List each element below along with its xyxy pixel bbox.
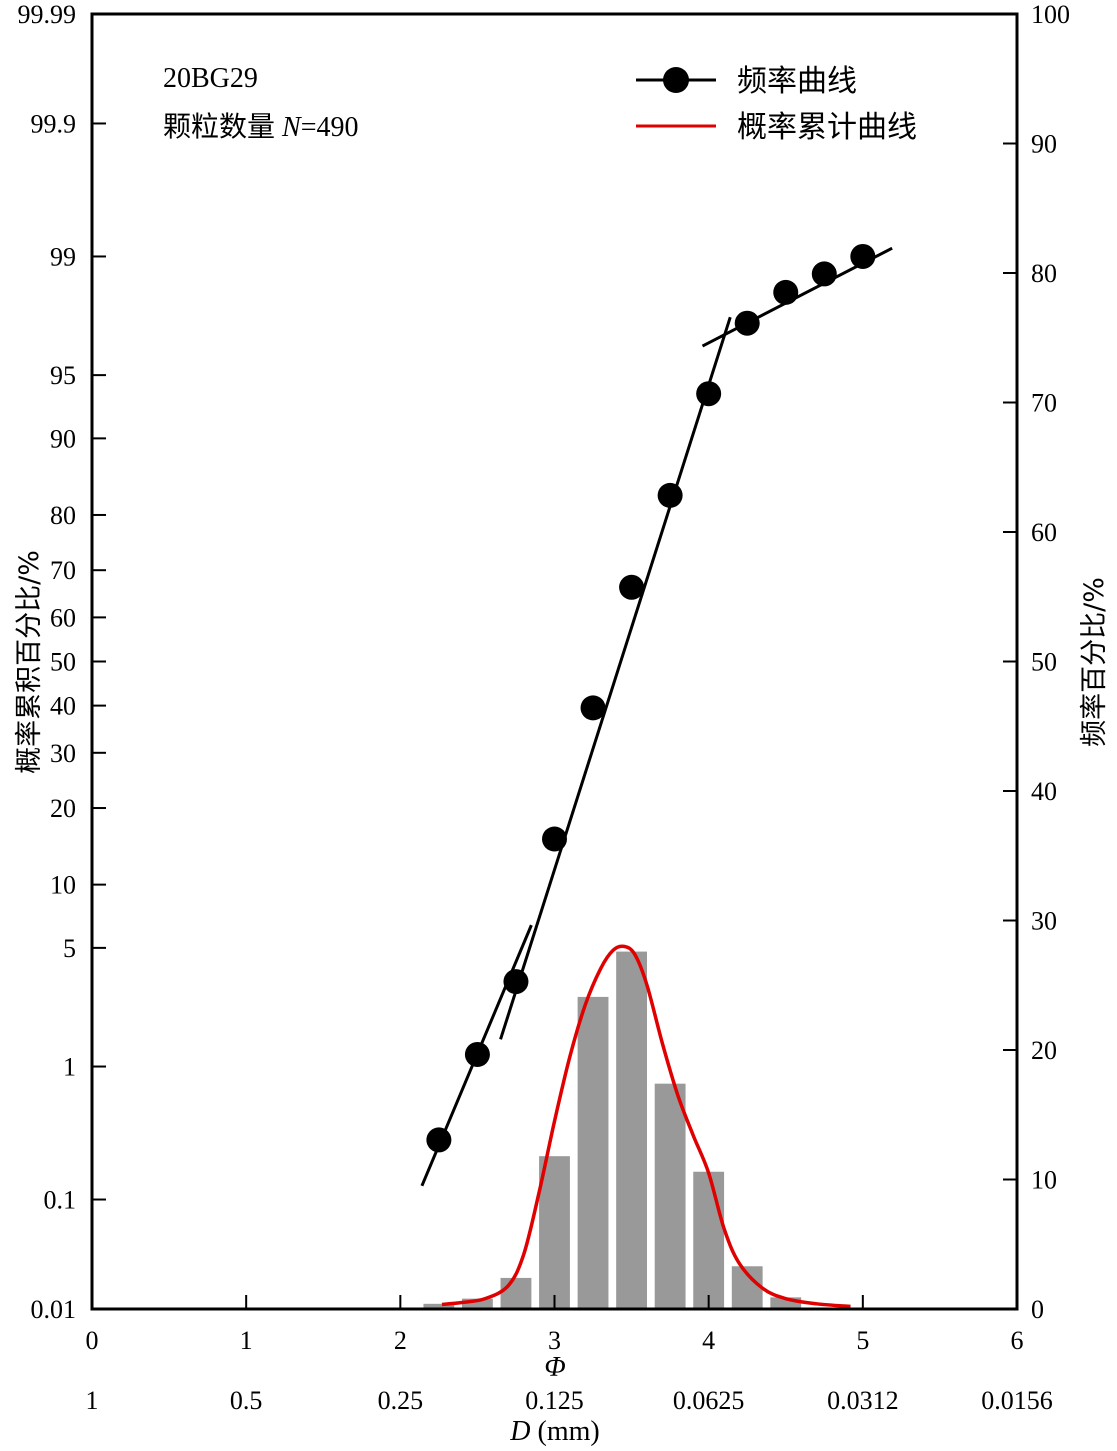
frequency-bar xyxy=(423,1303,455,1309)
x-tick-label: 3 xyxy=(548,1326,561,1355)
legend-frequency-label: 频率曲线 xyxy=(737,64,857,99)
x-tick-label: 5 xyxy=(856,1326,869,1355)
cumulative-point xyxy=(426,1127,452,1153)
left-y-tick-label: 95 xyxy=(50,361,76,390)
left-y-tick-label: 0.1 xyxy=(44,1186,77,1215)
x2-tick-label: 0.125 xyxy=(525,1386,584,1415)
cumulative-point xyxy=(503,969,529,995)
left-y-tick-label: 40 xyxy=(50,692,76,721)
frequency-bar xyxy=(577,996,609,1309)
right-y-tick-label: 100 xyxy=(1031,0,1070,29)
cumulative-point xyxy=(464,1041,490,1067)
right-y-tick-label: 30 xyxy=(1031,907,1057,936)
legend-frequency-marker xyxy=(663,67,689,93)
x-axis-title: Φ xyxy=(544,1352,565,1383)
right-y-tick-label: 90 xyxy=(1031,130,1057,159)
x-tick-label: 0 xyxy=(86,1326,99,1355)
x-tick-label: 2 xyxy=(394,1326,407,1355)
left-y-tick-label: 80 xyxy=(50,501,76,530)
frequency-bar xyxy=(693,1171,725,1309)
frequency-bar xyxy=(654,1083,686,1309)
particle-count-value: =490 xyxy=(301,112,359,143)
left-y-tick-label: 99.9 xyxy=(31,109,77,138)
cumulative-point xyxy=(657,482,683,508)
fit-line-segment xyxy=(499,316,732,1040)
legend-cumulative-label: 概率累计曲线 xyxy=(737,110,917,145)
axes: 0 1 1 0.5 2 0.25 3 0.125 4 0.0625 5 0.0312 6 0.0156 0.… xyxy=(18,0,1071,1415)
secondary-x-axis-var: D xyxy=(509,1416,530,1447)
secondary-x-axis-unit: (mm) xyxy=(531,1416,600,1447)
x2-tick-label: 0.0625 xyxy=(673,1386,745,1415)
particle-count-var: N xyxy=(281,112,302,143)
x-tick-label: 1 xyxy=(240,1326,253,1355)
cumulative-point xyxy=(580,695,606,721)
fit-lines xyxy=(420,246,893,1187)
right-y-tick-label: 70 xyxy=(1031,389,1057,418)
x2-tick-label: 1 xyxy=(86,1386,99,1415)
cumulative-point xyxy=(850,243,876,269)
x2-tick-label: 0.25 xyxy=(378,1386,424,1415)
left-y-tick-label: 0.01 xyxy=(31,1295,77,1324)
left-y-tick-label: 70 xyxy=(50,556,76,585)
frequency-bar xyxy=(616,951,647,1309)
right-y-tick-label: 50 xyxy=(1031,648,1057,677)
legend: 频率曲线 概率累计曲线 xyxy=(636,64,917,145)
left-y-tick-label: 5 xyxy=(63,934,76,963)
sample-id-label: 20BG29 xyxy=(163,63,258,94)
x2-tick-label: 0.0156 xyxy=(981,1386,1053,1415)
cumulative-point xyxy=(811,261,837,287)
cumulative-point xyxy=(619,574,645,600)
left-y-tick-label: 10 xyxy=(50,871,76,900)
left-y-tick-label: 99.99 xyxy=(18,0,77,29)
right-y-tick-label: 40 xyxy=(1031,777,1057,806)
frequency-curve xyxy=(441,944,851,1309)
particle-count-prefix: 颗粒数量 xyxy=(163,111,282,143)
right-y-axis-title: 频率百分比/% xyxy=(1079,577,1110,747)
frequency-bar xyxy=(462,1298,493,1309)
cumulative-point xyxy=(773,279,799,305)
left-y-tick-label: 1 xyxy=(63,1053,76,1082)
cumulative-point xyxy=(734,310,760,336)
cumulative-point xyxy=(696,381,722,407)
right-y-tick-label: 20 xyxy=(1031,1036,1057,1065)
cumulative-point xyxy=(542,826,567,852)
right-y-tick-label: 80 xyxy=(1031,259,1057,288)
secondary-x-axis-title: D (mm) xyxy=(509,1416,599,1447)
right-y-tick-label: 0 xyxy=(1031,1295,1044,1324)
frequency-bars xyxy=(423,951,802,1309)
left-y-tick-label: 50 xyxy=(50,648,76,677)
x-tick-label: 4 xyxy=(702,1326,715,1355)
frequency-bar xyxy=(770,1297,802,1309)
left-y-tick-label: 99 xyxy=(50,242,76,271)
x-tick-label: 6 xyxy=(1011,1326,1024,1355)
left-y-tick-label: 60 xyxy=(50,603,76,632)
left-y-tick-label: 90 xyxy=(50,424,76,453)
frequency-bar xyxy=(539,1156,570,1309)
frequency-curve-layer xyxy=(441,944,851,1309)
x2-tick-label: 0.0312 xyxy=(827,1386,899,1415)
left-y-tick-label: 30 xyxy=(50,739,76,768)
cumulative-points xyxy=(426,243,876,1153)
particle-count-label: 颗粒数量 N=490 xyxy=(163,111,359,143)
right-y-tick-label: 10 xyxy=(1031,1166,1057,1195)
x2-tick-label: 0.5 xyxy=(230,1386,263,1415)
left-y-axis-title: 概率累积百分比/% xyxy=(14,550,45,774)
frequency-bar xyxy=(500,1277,532,1309)
right-y-tick-label: 60 xyxy=(1031,518,1057,547)
left-y-tick-label: 20 xyxy=(50,794,76,823)
